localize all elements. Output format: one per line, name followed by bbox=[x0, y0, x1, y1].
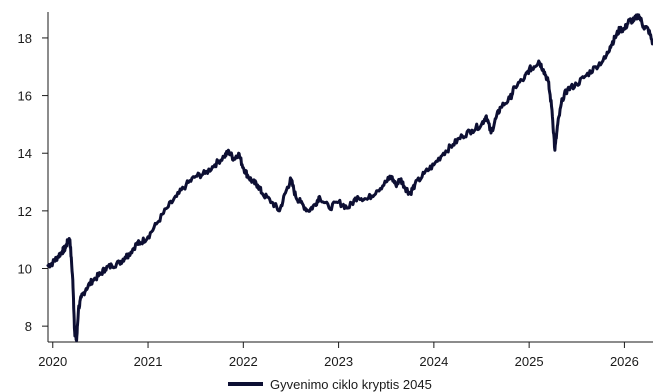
series-layer bbox=[46, 13, 653, 343]
x-tick-label: 2022 bbox=[229, 354, 258, 369]
legend: Gyvenimo ciklo kryptis 2045 bbox=[228, 377, 432, 392]
axes: 8 10 12 14 16 18 2020 2021 2022 2023 2024 2025 2026 bbox=[18, 12, 653, 369]
series-line bbox=[46, 13, 653, 343]
x-tick-label: 2020 bbox=[38, 354, 67, 369]
y-tick-label: 18 bbox=[18, 31, 32, 46]
y-tick-label: 16 bbox=[18, 89, 32, 104]
x-tick-label: 2025 bbox=[515, 354, 544, 369]
y-tick-label: 10 bbox=[18, 262, 32, 277]
x-tick-label: 2021 bbox=[134, 354, 163, 369]
y-tick-label: 12 bbox=[18, 204, 32, 219]
y-tick-label: 14 bbox=[18, 146, 32, 161]
x-tick-label: 2024 bbox=[419, 354, 448, 369]
x-tick-label: 2023 bbox=[324, 354, 353, 369]
y-tick-label: 8 bbox=[25, 319, 32, 334]
x-tick-label: 2026 bbox=[610, 354, 639, 369]
legend-label: Gyvenimo ciklo kryptis 2045 bbox=[270, 377, 432, 392]
